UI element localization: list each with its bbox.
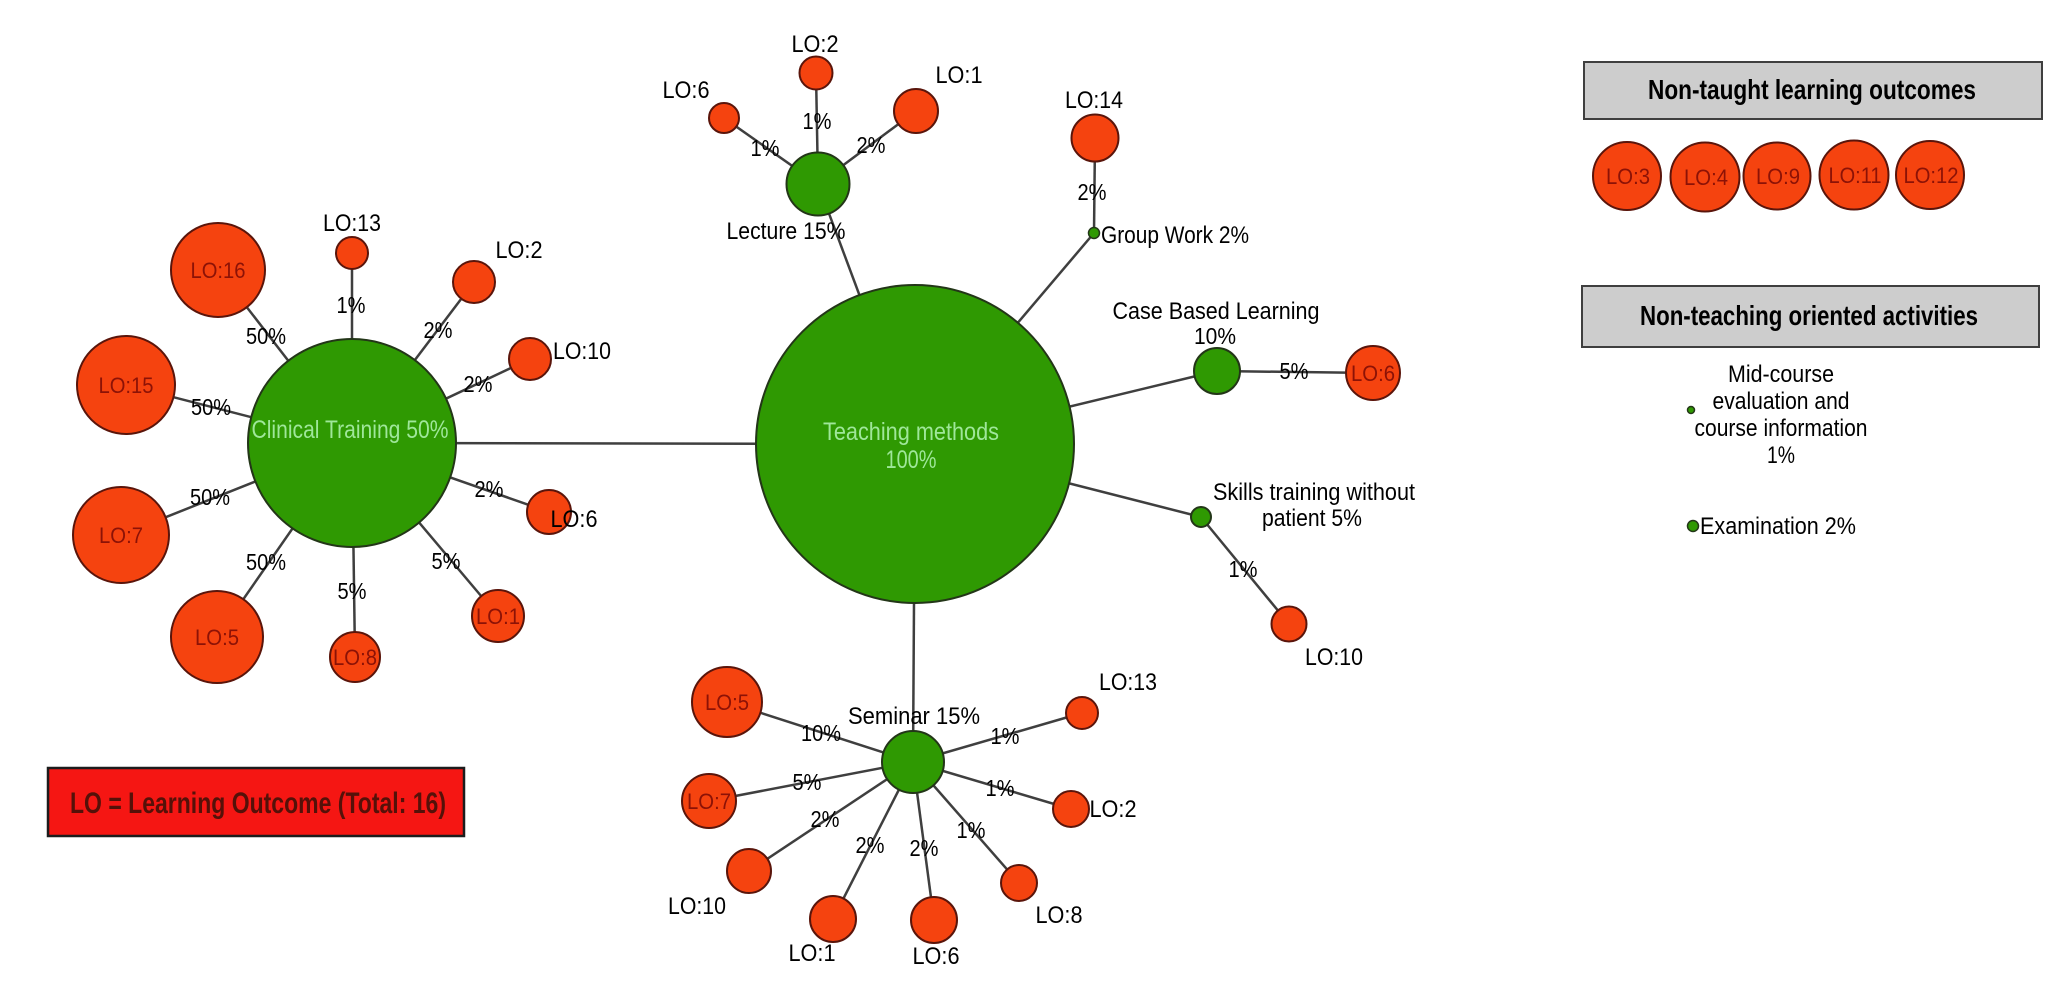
svg-text:LO:9: LO:9 xyxy=(1756,164,1800,189)
svg-text:LO:1: LO:1 xyxy=(476,604,520,629)
svg-text:Non-teaching oriented activiti: Non-teaching oriented activities xyxy=(1640,300,1978,331)
svg-text:LO:1: LO:1 xyxy=(936,62,983,89)
svg-text:2%: 2% xyxy=(857,132,886,158)
svg-text:LO:10: LO:10 xyxy=(553,338,611,365)
svg-text:LO:6: LO:6 xyxy=(663,77,710,104)
svg-text:LO:8: LO:8 xyxy=(333,645,377,670)
svg-text:LO = Learning Outcome (Total:: LO = Learning Outcome (Total: 16) xyxy=(70,787,446,820)
svg-text:LO:10: LO:10 xyxy=(668,893,726,920)
svg-text:LO:13: LO:13 xyxy=(323,210,381,237)
svg-text:1%: 1% xyxy=(991,723,1020,749)
svg-text:evaluation and: evaluation and xyxy=(1713,388,1850,415)
svg-text:50%: 50% xyxy=(191,394,231,420)
svg-text:LO:2: LO:2 xyxy=(496,237,543,264)
svg-text:10%: 10% xyxy=(1194,323,1236,349)
svg-text:LO:8: LO:8 xyxy=(1036,902,1083,929)
svg-text:Mid-course: Mid-course xyxy=(1728,361,1834,388)
svg-text:Skills training without: Skills training without xyxy=(1213,479,1415,506)
svg-text:50%: 50% xyxy=(246,323,286,349)
svg-text:LO:3: LO:3 xyxy=(1606,164,1650,189)
svg-text:Seminar 15%: Seminar 15% xyxy=(848,703,980,730)
svg-text:Teaching methods: Teaching methods xyxy=(823,418,999,446)
svg-text:LO:7: LO:7 xyxy=(687,789,731,814)
svg-text:1%: 1% xyxy=(1767,442,1795,469)
svg-text:2%: 2% xyxy=(811,806,840,832)
svg-text:LO:2: LO:2 xyxy=(1090,796,1137,823)
svg-text:LO:15: LO:15 xyxy=(99,373,154,398)
svg-text:LO:7: LO:7 xyxy=(99,523,143,548)
svg-text:Clinical Training 50%: Clinical Training 50% xyxy=(252,416,449,444)
svg-text:LO:10: LO:10 xyxy=(1305,644,1363,671)
svg-text:LO:14: LO:14 xyxy=(1065,87,1123,114)
svg-text:Lecture 15%: Lecture 15% xyxy=(727,218,846,245)
svg-text:LO:11: LO:11 xyxy=(1829,163,1882,188)
svg-text:LO:4: LO:4 xyxy=(1684,165,1728,190)
svg-text:LO:13: LO:13 xyxy=(1099,669,1157,696)
svg-text:1%: 1% xyxy=(1229,556,1258,582)
svg-text:100%: 100% xyxy=(886,446,937,474)
svg-text:LO:6: LO:6 xyxy=(913,943,960,970)
svg-text:1%: 1% xyxy=(803,108,832,134)
svg-text:5%: 5% xyxy=(793,769,822,795)
svg-text:Group Work 2%: Group Work 2% xyxy=(1101,222,1249,249)
svg-text:2%: 2% xyxy=(856,832,885,858)
svg-text:10%: 10% xyxy=(801,720,841,746)
svg-text:1%: 1% xyxy=(337,292,366,318)
svg-text:5%: 5% xyxy=(432,548,461,574)
svg-text:LO:16: LO:16 xyxy=(191,258,246,283)
svg-text:course information: course information xyxy=(1695,415,1868,442)
svg-text:1%: 1% xyxy=(986,775,1015,801)
svg-text:50%: 50% xyxy=(190,484,230,510)
svg-text:2%: 2% xyxy=(475,476,504,502)
svg-text:2%: 2% xyxy=(1078,179,1107,205)
svg-text:LO:2: LO:2 xyxy=(792,31,839,58)
svg-text:5%: 5% xyxy=(338,578,367,604)
svg-text:2%: 2% xyxy=(424,317,453,343)
svg-text:LO:5: LO:5 xyxy=(705,690,749,715)
svg-text:Examination 2%: Examination 2% xyxy=(1700,513,1856,540)
svg-text:LO:5: LO:5 xyxy=(195,625,239,650)
svg-text:2%: 2% xyxy=(910,835,939,861)
svg-text:LO:1: LO:1 xyxy=(789,940,836,967)
svg-text:patient 5%: patient 5% xyxy=(1262,505,1362,532)
svg-text:LO:12: LO:12 xyxy=(1904,163,1959,188)
svg-text:LO:6: LO:6 xyxy=(1351,361,1395,386)
svg-text:1%: 1% xyxy=(957,817,986,843)
svg-text:1%: 1% xyxy=(751,135,780,161)
svg-text:5%: 5% xyxy=(1280,358,1309,384)
svg-text:LO:6: LO:6 xyxy=(551,506,598,533)
svg-text:2%: 2% xyxy=(464,371,493,397)
svg-text:50%: 50% xyxy=(246,549,286,575)
svg-text:Non-taught learning outcomes: Non-taught learning outcomes xyxy=(1648,74,1976,105)
svg-text:Case Based Learning: Case Based Learning xyxy=(1113,298,1320,325)
